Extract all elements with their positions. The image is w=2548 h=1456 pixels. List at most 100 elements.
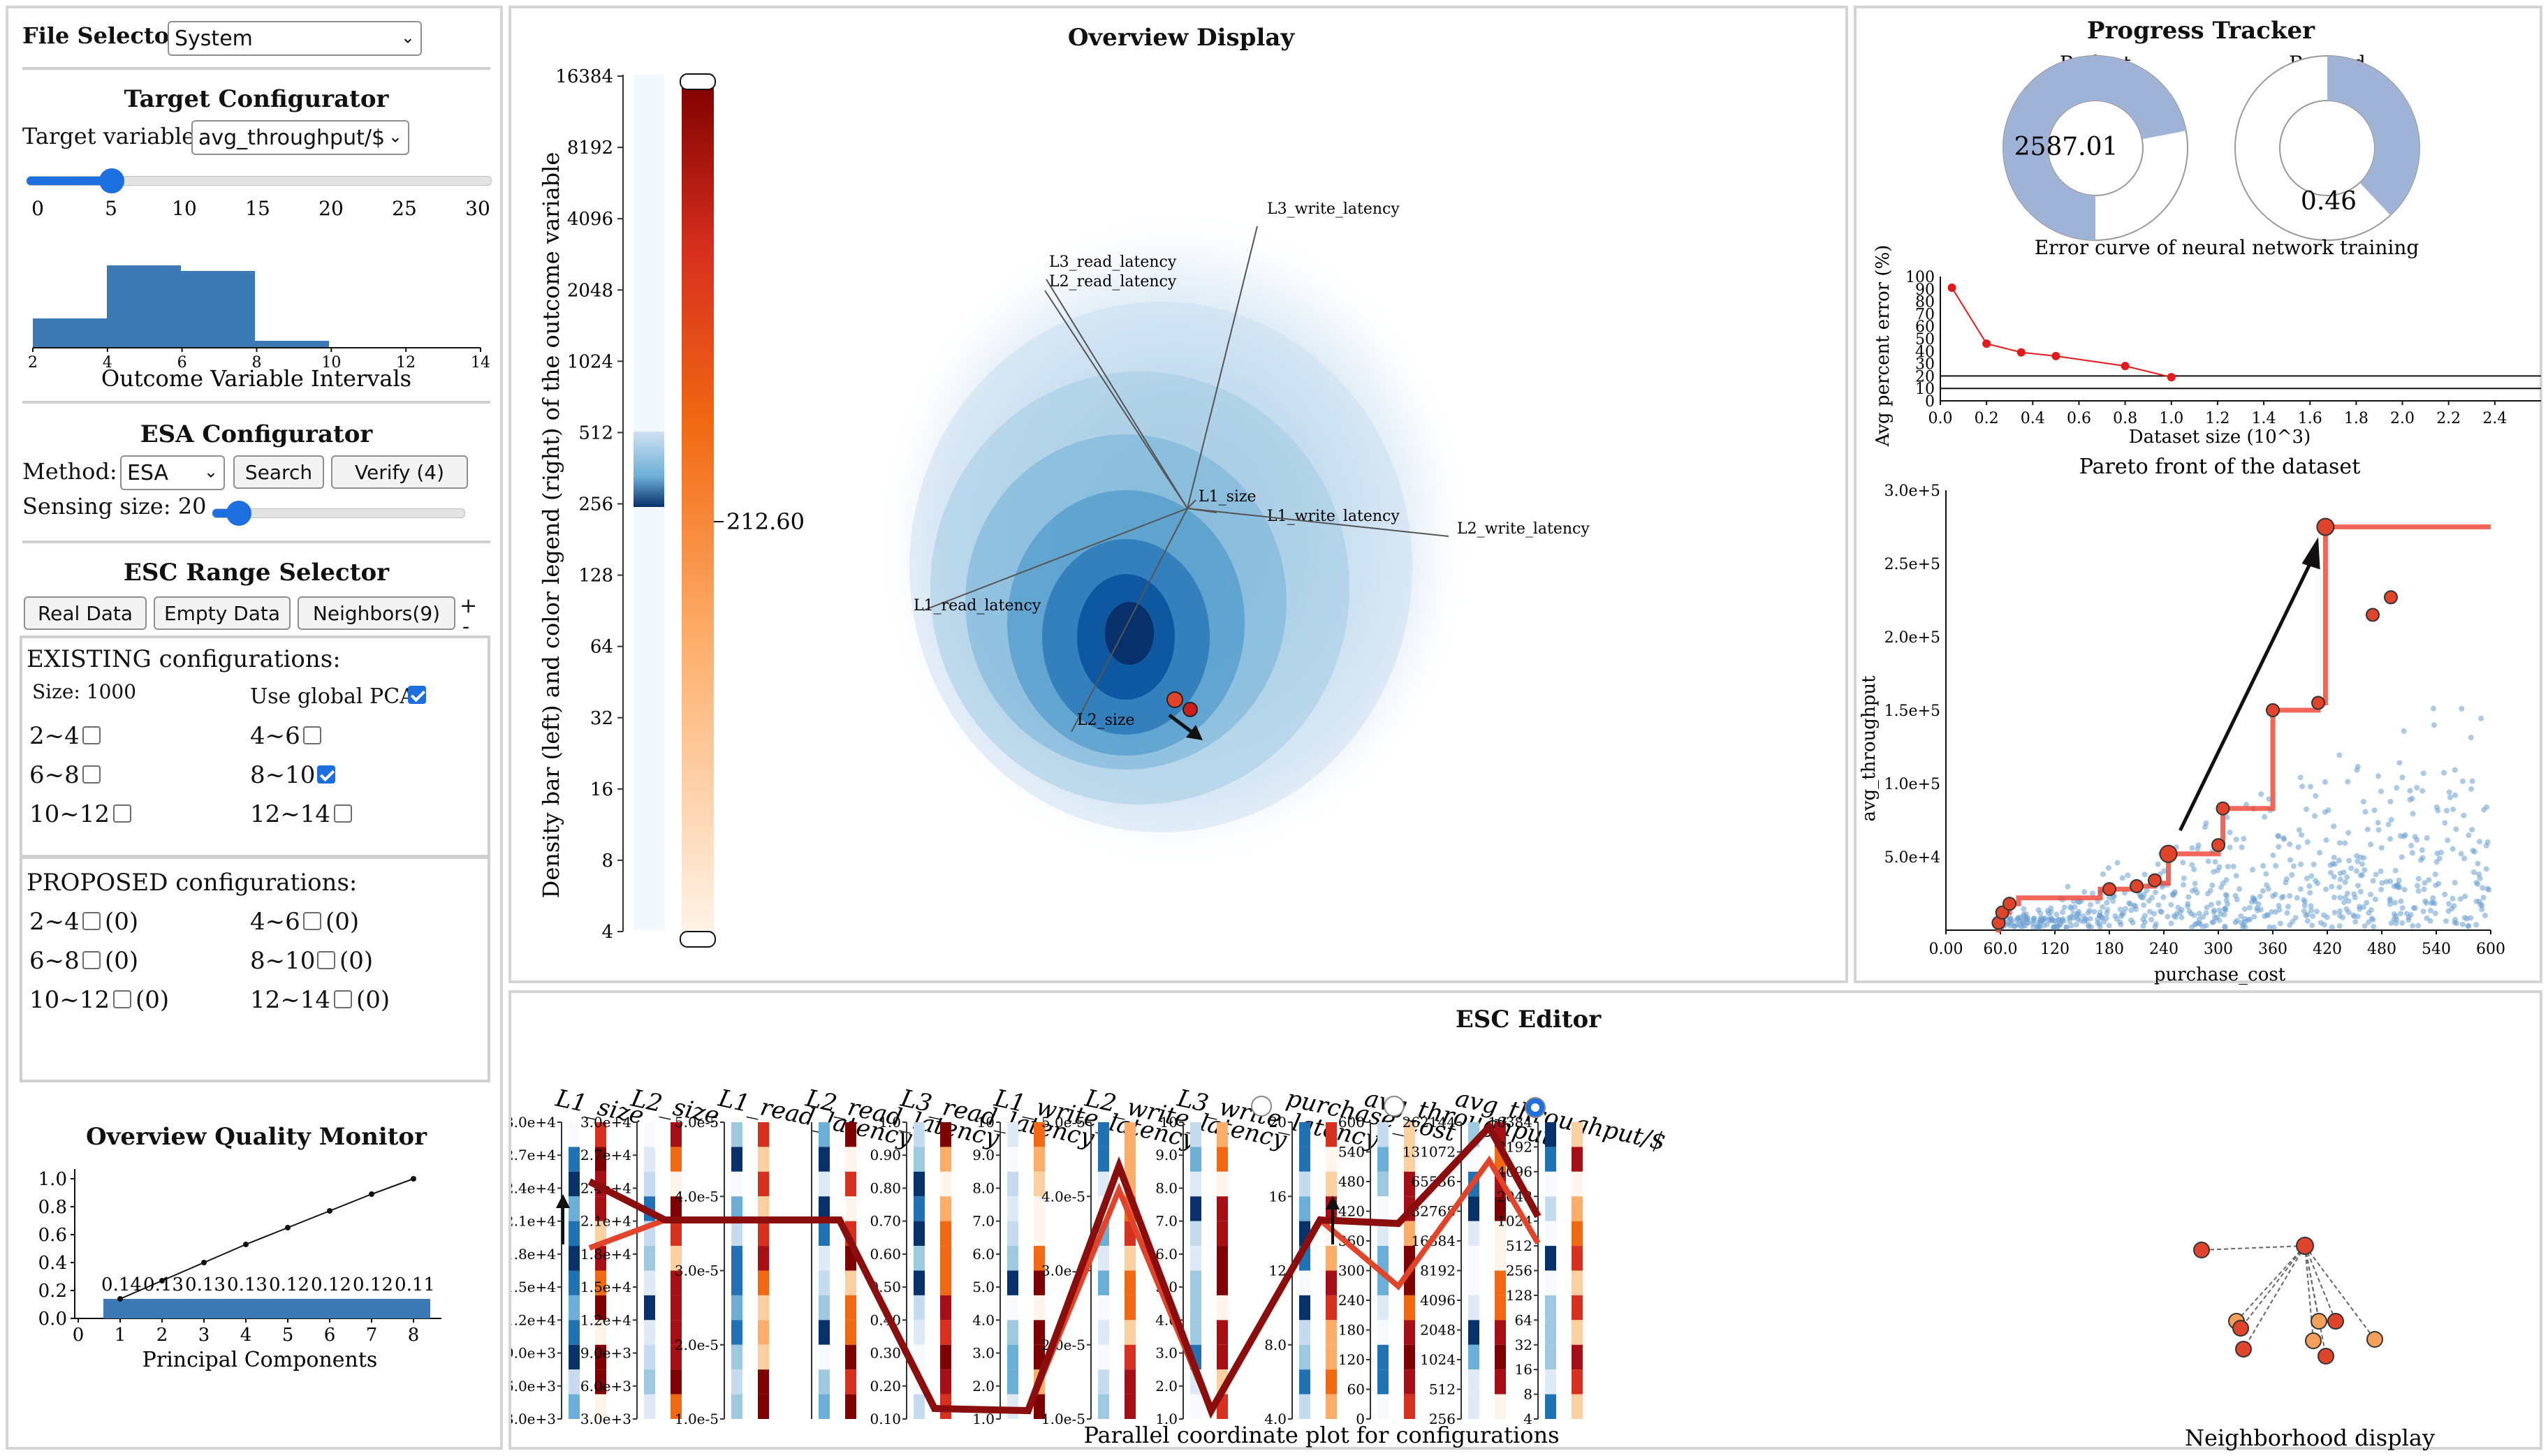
data-point	[2287, 841, 2293, 847]
neighborhood-graph[interactable]	[2193, 1237, 2383, 1365]
chevron-down-icon: ⌄	[203, 462, 218, 482]
neighborhood-node[interactable]	[2232, 1320, 2249, 1337]
data-point	[2238, 913, 2244, 919]
data-point	[2192, 881, 2198, 887]
pareto-point[interactable]	[2216, 801, 2230, 816]
data-point	[2197, 921, 2204, 927]
color-legend-bar[interactable]	[682, 80, 714, 941]
method-dropdown[interactable]: ESA ⌄	[120, 455, 225, 490]
pcp-density-strip	[819, 1394, 830, 1419]
axis-radio-button[interactable]	[1384, 1096, 1405, 1117]
pcp-density-strip	[1377, 1246, 1389, 1271]
kde-density-map[interactable]	[874, 211, 1475, 867]
pcp-density-strip	[644, 1270, 655, 1295]
neighborhood-node[interactable]	[2318, 1348, 2334, 1365]
data-point	[2017, 914, 2023, 920]
variance-label: 0.13	[227, 1274, 268, 1295]
existing-range-checkbox[interactable]	[82, 765, 101, 784]
pca-vector-label: L2_size	[1077, 712, 1135, 729]
data-point	[2189, 862, 2195, 868]
neighbors-button[interactable]: Neighbors(9)	[298, 596, 455, 630]
proposed-range-checkbox[interactable]	[82, 951, 101, 969]
pareto-point[interactable]	[2211, 838, 2225, 853]
neighborhood-node[interactable]	[2305, 1332, 2322, 1349]
sensing-slider-thumb[interactable]	[226, 501, 251, 526]
pareto-point[interactable]	[2316, 517, 2335, 536]
data-point	[2342, 840, 2348, 846]
neighborhood-center[interactable]	[2296, 1237, 2314, 1255]
empty-data-button[interactable]: Empty Data	[154, 596, 291, 630]
existing-range-checkbox[interactable]	[303, 726, 321, 744]
pcp-tick: 0.20	[870, 1378, 901, 1395]
search-button[interactable]: Search	[233, 455, 324, 489]
file-selector-dropdown[interactable]: System ⌄	[168, 21, 422, 56]
pcp-density-strip	[644, 1394, 655, 1419]
data-point	[2223, 905, 2229, 911]
data-point	[2419, 847, 2425, 853]
target-variable-dropdown[interactable]: avg_throughput/$ ⌄	[191, 120, 409, 155]
parallel-coordinates[interactable]: L1_size3.0e+42.7e+42.4e+42.1e+41.8e+41.5…	[511, 993, 2545, 1453]
proposed-range-checkbox[interactable]	[82, 912, 101, 930]
pareto-point[interactable]	[2148, 873, 2162, 888]
pcp-tick: 131072	[1403, 1144, 1456, 1161]
pareto-point[interactable]	[2384, 590, 2398, 605]
data-point	[2212, 859, 2218, 865]
divider	[22, 401, 490, 404]
pareto-point[interactable]	[2366, 608, 2380, 622]
color-legend-top-handle[interactable]	[680, 73, 716, 90]
budget-value: 2587.01	[2014, 133, 2118, 161]
plus-button[interactable]: +	[460, 594, 478, 618]
verify-button[interactable]: Verify (4)	[331, 455, 468, 489]
data-point	[2414, 784, 2420, 790]
data-point	[2346, 858, 2352, 864]
pareto-point[interactable]	[2102, 882, 2116, 897]
data-point	[2452, 880, 2458, 886]
data-point	[2142, 919, 2148, 925]
color-legend-bottom-handle[interactable]	[680, 931, 716, 948]
neighborhood-node[interactable]	[2311, 1313, 2327, 1330]
real-data-button[interactable]: Real Data	[24, 596, 147, 630]
pcp-color-strip	[1572, 1369, 1583, 1395]
data-point	[2068, 922, 2074, 929]
pcp-color-strip	[1326, 1344, 1337, 1370]
pcp-density-strip	[914, 1295, 925, 1321]
neighborhood-node[interactable]	[2366, 1331, 2383, 1348]
data-point	[2450, 846, 2456, 852]
pcp-config-line[interactable]	[587, 1121, 1542, 1419]
pcp-density-strip	[731, 1171, 742, 1197]
pareto-point[interactable]	[2130, 879, 2144, 893]
global-pca-checkbox[interactable]	[408, 686, 426, 704]
neighborhood-node[interactable]	[2193, 1242, 2210, 1258]
data-point	[2301, 908, 2307, 914]
proposed-range-checkbox[interactable]	[303, 912, 321, 930]
hist-bar	[33, 318, 107, 348]
proposed-title: PROPOSED configurations:	[27, 869, 358, 897]
selected-point[interactable]	[1183, 702, 1198, 717]
selected-point[interactable]	[1166, 691, 1183, 708]
pareto-point[interactable]	[2002, 897, 2016, 911]
progress-tracker-panel: Progress Tracker Budget 2587.01 Reward 0…	[1854, 6, 2542, 985]
hist-xlabel: Outcome Variable Intervals	[101, 365, 411, 392]
pareto-point[interactable]	[2159, 844, 2178, 863]
minus-button[interactable]: -	[462, 615, 470, 639]
existing-range-checkbox[interactable]	[334, 804, 352, 823]
neighborhood-node[interactable]	[2235, 1341, 2252, 1358]
pareto-point[interactable]	[2266, 703, 2280, 717]
existing-range-checkbox[interactable]	[113, 804, 131, 823]
axis-radio-button[interactable]	[1251, 1096, 1272, 1117]
pareto-point[interactable]	[1995, 905, 2009, 920]
pcp-density-strip	[819, 1221, 830, 1247]
error-xtick: 1.8	[2344, 410, 2368, 427]
target-slider-thumb[interactable]	[99, 168, 124, 193]
neighborhood-node[interactable]	[2327, 1313, 2344, 1330]
existing-range-checkbox[interactable]	[317, 765, 335, 784]
proposed-range-checkbox[interactable]	[334, 990, 352, 1008]
proposed-range-checkbox[interactable]	[113, 990, 131, 1008]
quality-monitor-title: Overview Quality Monitor	[85, 1123, 427, 1151]
proposed-range-checkbox[interactable]	[317, 951, 335, 969]
existing-range-checkbox[interactable]	[82, 726, 101, 744]
pcp-density-strip	[1098, 1122, 1109, 1147]
chevron-down-icon: ⌄	[400, 27, 415, 47]
data-point	[2037, 915, 2043, 922]
pareto-point[interactable]	[2311, 696, 2325, 710]
